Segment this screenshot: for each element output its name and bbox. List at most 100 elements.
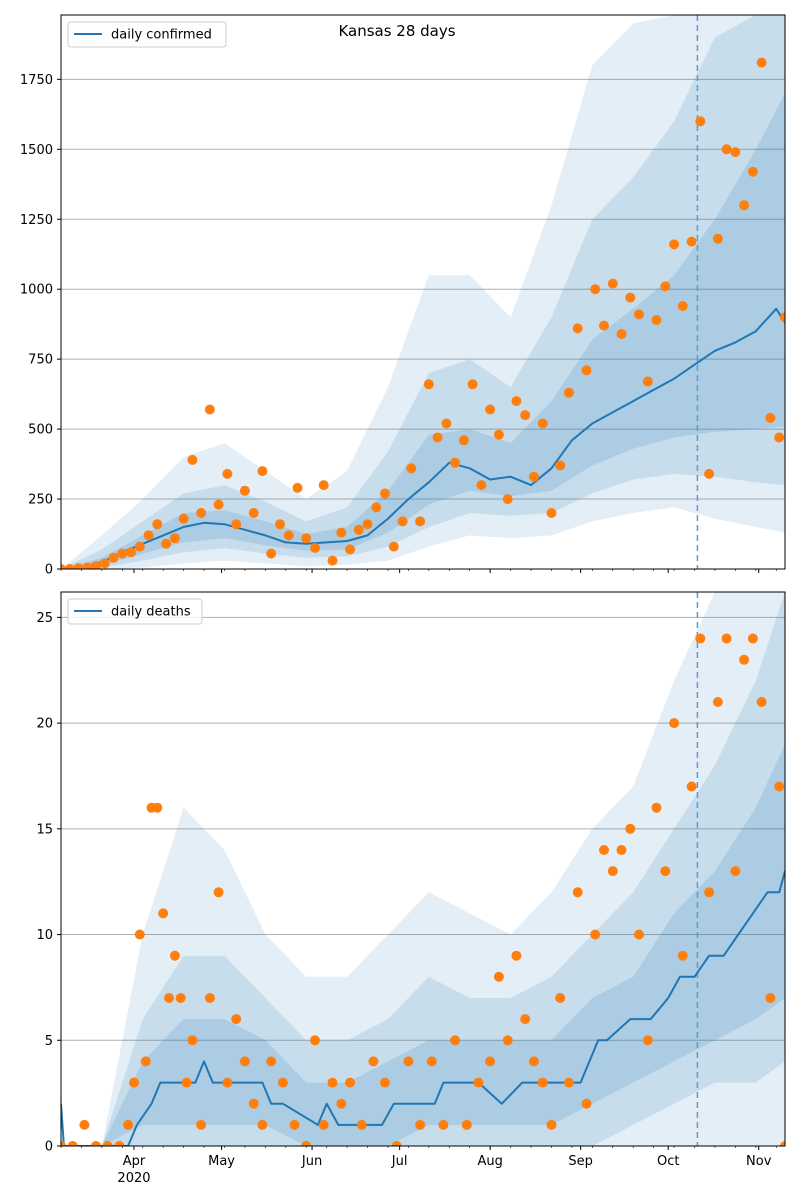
deaths-observed-point — [634, 929, 644, 940]
xtick-year-label: 2020 — [117, 1171, 150, 1186]
confirmed-observed-point — [169, 533, 180, 544]
deaths-observed-point — [187, 1035, 198, 1046]
deaths-observed-point — [590, 929, 601, 940]
confirmed-observed-point — [616, 329, 627, 339]
confirmed-observed-point — [82, 562, 93, 569]
deaths-observed-point — [289, 1119, 300, 1130]
deaths-observed-point — [152, 802, 163, 813]
confirmed-ytick-label: 0 — [45, 563, 53, 578]
deaths-ytick-label: 5 — [45, 1034, 53, 1049]
deaths-observed-point — [537, 1077, 548, 1088]
confirmed-observed-point — [99, 558, 110, 569]
deaths-observed-point — [91, 1141, 101, 1146]
deaths-observed-point — [669, 718, 680, 729]
deaths-observed-point — [528, 1056, 539, 1067]
confirmed-ytick-label: 250 — [28, 493, 53, 508]
deaths-observed-points — [61, 633, 785, 1146]
deaths-observed-point — [493, 971, 504, 982]
confirmed-observed-point — [564, 387, 574, 398]
confirmed-observed-point — [441, 418, 452, 429]
xtick-label: Jul — [391, 1154, 408, 1169]
confirmed-observed-point — [362, 519, 373, 530]
confirmed-observed-point — [774, 432, 785, 443]
confirmed-observed-point — [756, 57, 767, 68]
confirmed-ytick-label: 750 — [28, 353, 53, 368]
deaths-observed-point — [213, 887, 224, 898]
confirmed-legend-label: daily confirmed — [111, 28, 212, 43]
deaths-observed-point — [79, 1119, 90, 1130]
confirmed-observed-point — [161, 538, 172, 549]
confirmed-observed-point — [64, 564, 75, 569]
confirmed-observed-point — [213, 499, 224, 510]
xtick-label: Jun — [301, 1154, 322, 1169]
confirmed-observed-point — [730, 147, 741, 158]
deaths-observed-point — [61, 1141, 66, 1146]
deaths-observed-point — [248, 1098, 259, 1109]
deaths-observed-point — [572, 887, 583, 898]
deaths-observed-point — [677, 950, 688, 961]
confirmed-observed-point — [239, 485, 250, 496]
deaths-observed-point — [380, 1077, 390, 1088]
confirmed-observed-point — [502, 494, 513, 505]
confirmed-observed-point — [406, 463, 417, 474]
confirmed-y-axis: 0 250 500 750 1000 1250 1500 1750 — [20, 73, 61, 578]
confirmed-observed-point — [73, 563, 84, 569]
confirmed-observed-point — [178, 513, 189, 524]
deaths-observed-point — [774, 781, 785, 792]
confirmed-observed-point — [747, 166, 758, 177]
deaths-observed-point — [704, 887, 715, 898]
confirmed-observed-point — [301, 533, 312, 544]
deaths-observed-point — [756, 697, 767, 707]
deaths-observed-point — [415, 1119, 426, 1130]
deaths-observed-point — [175, 993, 186, 1003]
confirmed-x-axis — [60, 569, 777, 573]
chart-title: Kansas 28 days — [338, 22, 455, 40]
confirmed-observed-point — [187, 454, 198, 465]
confirmed-band-inner — [61, 93, 785, 569]
deaths-observed-point — [546, 1119, 557, 1130]
confirmed-observed-point — [108, 552, 119, 563]
confirmed-observed-point — [380, 488, 390, 499]
confirmed-observed-point — [143, 530, 154, 541]
confirmed-observed-point — [712, 233, 723, 244]
deaths-observed-point — [336, 1098, 347, 1109]
deaths-observed-point — [301, 1141, 312, 1146]
deaths-observed-point — [721, 633, 732, 644]
deaths-band-middle — [61, 592, 785, 1146]
confirmed-observed-point — [695, 116, 706, 127]
deaths-observed-point — [695, 633, 706, 644]
deaths-observed-point — [616, 845, 627, 855]
confirmed-observed-point — [625, 292, 636, 303]
confirmed-observed-point — [152, 519, 163, 530]
confirmed-observed-point — [458, 435, 469, 446]
confirmed-legend-box — [67, 21, 227, 48]
confirmed-observed-point — [257, 466, 268, 477]
deaths-observed-point — [391, 1141, 402, 1146]
confirmed-observed-point — [336, 527, 347, 538]
deaths-observed-point — [310, 1035, 320, 1046]
deaths-ytick-label: 20 — [36, 717, 53, 732]
deaths-observed-point — [158, 908, 169, 919]
deaths-observed-point — [712, 697, 723, 707]
xtick-label: Oct — [657, 1154, 679, 1169]
deaths-observed-point — [426, 1056, 437, 1067]
deaths-observed-point — [450, 1035, 461, 1046]
confirmed-observed-point — [292, 482, 303, 493]
confirmed-observed-point — [572, 323, 583, 334]
confirmed-observed-point — [476, 480, 487, 491]
confirmed-observed-point — [134, 541, 145, 552]
confirmed-observed-points — [61, 57, 785, 569]
deaths-observed-point — [473, 1077, 484, 1088]
deaths-observed-point — [169, 950, 180, 961]
confirmed-observed-point — [780, 312, 785, 323]
confirmed-observed-point — [493, 429, 504, 440]
deaths-legend: daily deaths — [67, 598, 203, 625]
confirmed-band-outer — [61, 15, 785, 569]
confirmed-observed-point — [581, 365, 592, 376]
confirmed-ytick-label: 1500 — [20, 143, 53, 158]
confirmed-observed-point — [117, 548, 128, 559]
deaths-ytick-label: 15 — [36, 822, 53, 837]
confirmed-observed-point — [450, 457, 461, 468]
deaths-ytick-label: 0 — [45, 1140, 53, 1155]
confirmed-observed-point — [555, 460, 566, 471]
